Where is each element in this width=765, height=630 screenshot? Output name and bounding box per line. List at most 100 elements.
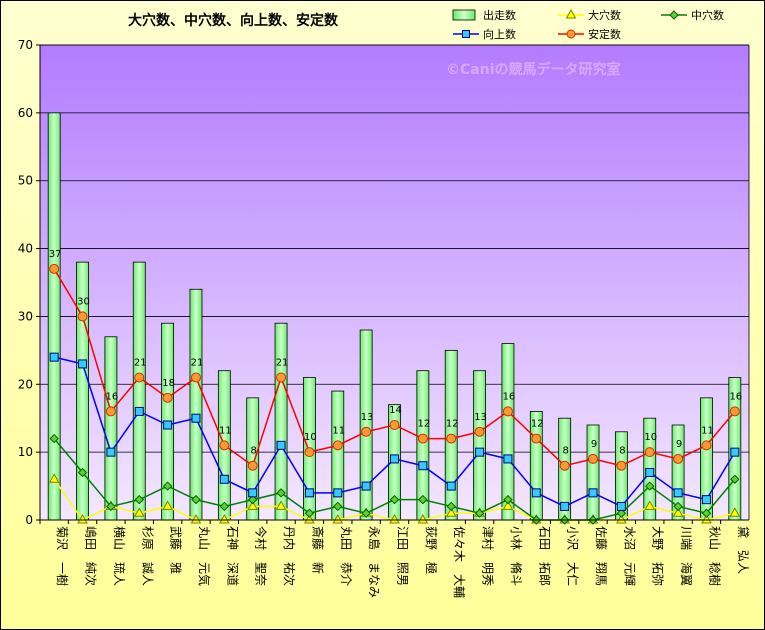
marker-大穴数 bbox=[701, 513, 712, 524]
marker-向上数 bbox=[503, 454, 513, 464]
marker-向上数 bbox=[560, 501, 570, 511]
marker-大穴数 bbox=[644, 500, 656, 510]
marker-向上数 bbox=[673, 488, 683, 498]
marker-中穴数 bbox=[77, 467, 88, 478]
marker-安定数 bbox=[162, 392, 173, 403]
marker-大穴数 bbox=[389, 513, 400, 524]
x-tick-label: 横山 琉人 bbox=[112, 526, 126, 586]
marker-安定数 bbox=[247, 460, 258, 471]
marker-安定数 bbox=[474, 426, 485, 437]
marker-中穴数 bbox=[503, 494, 513, 505]
x-tick-label: 石田 拓郎 bbox=[537, 526, 551, 586]
x-tick-label: 嶋田 純次 bbox=[84, 526, 98, 586]
y-tick-label: 10 bbox=[18, 445, 33, 459]
marker-安定数 bbox=[304, 447, 315, 458]
marker-安定数 bbox=[219, 440, 230, 451]
marker-向上数 bbox=[645, 468, 655, 477]
legend-marker bbox=[462, 30, 470, 38]
data-label-安定数: 12 bbox=[531, 419, 544, 430]
marker-安定数 bbox=[332, 440, 343, 451]
x-tick-label: 菊沢 一樹 bbox=[55, 526, 69, 586]
marker-中穴数 bbox=[106, 501, 116, 512]
bar-出走数 bbox=[473, 370, 486, 521]
marker-安定数 bbox=[701, 440, 712, 451]
marker-安定数 bbox=[446, 433, 457, 444]
x-tick-label: 津村 明秀 bbox=[481, 526, 495, 586]
marker-向上数 bbox=[333, 488, 343, 498]
data-label-安定数: 11 bbox=[701, 425, 714, 436]
marker-大穴数 bbox=[190, 513, 202, 524]
x-tick-label: 水沼 元輝 bbox=[622, 526, 636, 586]
bar-出走数 bbox=[331, 390, 345, 521]
legend-label: 向上数 bbox=[483, 27, 516, 41]
x-tick-label: 石神 深道 bbox=[225, 526, 239, 586]
data-label-安定数: 10 bbox=[644, 432, 657, 443]
data-label-安定数: 12 bbox=[446, 419, 459, 430]
x-tick-label: 永島 まなみ bbox=[367, 526, 382, 598]
marker-中穴数 bbox=[162, 481, 173, 491]
marker-中穴数 bbox=[616, 508, 627, 518]
marker-大穴数 bbox=[616, 513, 627, 524]
x-tick-label: 斎藤 新 bbox=[310, 526, 325, 574]
marker-向上数 bbox=[219, 474, 229, 484]
marker-安定数 bbox=[190, 372, 201, 383]
marker-大穴数 bbox=[445, 507, 457, 517]
marker-中穴数 bbox=[247, 494, 258, 505]
marker-中穴数 bbox=[730, 474, 740, 484]
marker-安定数 bbox=[729, 406, 740, 417]
marker-安定数 bbox=[502, 406, 513, 417]
marker-中穴数 bbox=[361, 508, 371, 518]
data-label-安定数: 21 bbox=[191, 358, 204, 369]
legend-label: 出走数 bbox=[483, 8, 516, 22]
legend-marker bbox=[566, 29, 576, 39]
x-tick-label: 小沢 大仁 bbox=[566, 526, 580, 586]
bar-出走数 bbox=[132, 261, 146, 521]
marker-安定数 bbox=[559, 460, 570, 471]
marker-中穴数 bbox=[418, 494, 428, 505]
data-label-安定数: 11 bbox=[219, 425, 232, 436]
marker-大穴数 bbox=[162, 500, 173, 510]
x-tick-label: 大野 拓弥 bbox=[651, 526, 666, 586]
marker-大穴数 bbox=[48, 473, 60, 483]
y-tick-label: 60 bbox=[18, 106, 33, 120]
x-tick-label: 小林 脩斗 bbox=[509, 526, 523, 586]
marker-安定数 bbox=[588, 453, 599, 464]
marker-安定数 bbox=[531, 433, 542, 444]
x-tick-label: 荻野 極 bbox=[424, 526, 439, 574]
data-label-安定数: 11 bbox=[332, 425, 345, 436]
marker-向上数 bbox=[446, 481, 456, 491]
marker-向上数 bbox=[390, 454, 399, 464]
marker-大穴数 bbox=[275, 500, 287, 510]
data-label-安定数: 10 bbox=[304, 432, 317, 443]
y-tick-label: 40 bbox=[18, 242, 33, 256]
marker-向上数 bbox=[418, 461, 428, 471]
x-tick-label: 丸山 元気 bbox=[197, 526, 212, 586]
marker-安定数 bbox=[673, 453, 684, 464]
data-label-安定数: 13 bbox=[474, 412, 487, 423]
x-tick-label: 杉原 誠人 bbox=[140, 526, 154, 586]
marker-向上数 bbox=[163, 420, 173, 430]
x-tick-label: 黛 弘人 bbox=[736, 526, 750, 574]
marker-向上数 bbox=[49, 352, 59, 362]
marker-向上数 bbox=[248, 488, 258, 498]
marker-安定数 bbox=[644, 447, 655, 458]
marker-大穴数 bbox=[304, 513, 315, 524]
marker-中穴数 bbox=[701, 508, 712, 518]
marker-安定数 bbox=[276, 372, 287, 383]
marker-向上数 bbox=[134, 406, 144, 416]
marker-向上数 bbox=[304, 488, 314, 498]
marker-大穴数 bbox=[417, 513, 429, 524]
bar-出走数 bbox=[189, 288, 203, 521]
y-tick-label: 70 bbox=[18, 38, 33, 52]
bar-出走数 bbox=[104, 336, 118, 521]
data-label-安定数: 14 bbox=[389, 405, 402, 416]
marker-中穴数 bbox=[304, 508, 315, 518]
x-tick-label: 佐々木 大輔 bbox=[452, 526, 466, 598]
data-label-安定数: 9 bbox=[676, 439, 682, 450]
marker-向上数 bbox=[701, 495, 711, 505]
marker-中穴数 bbox=[219, 501, 230, 512]
marker-大穴数 bbox=[672, 507, 684, 517]
data-label-安定数: 37 bbox=[49, 249, 62, 260]
data-label-安定数: 9 bbox=[591, 439, 597, 450]
